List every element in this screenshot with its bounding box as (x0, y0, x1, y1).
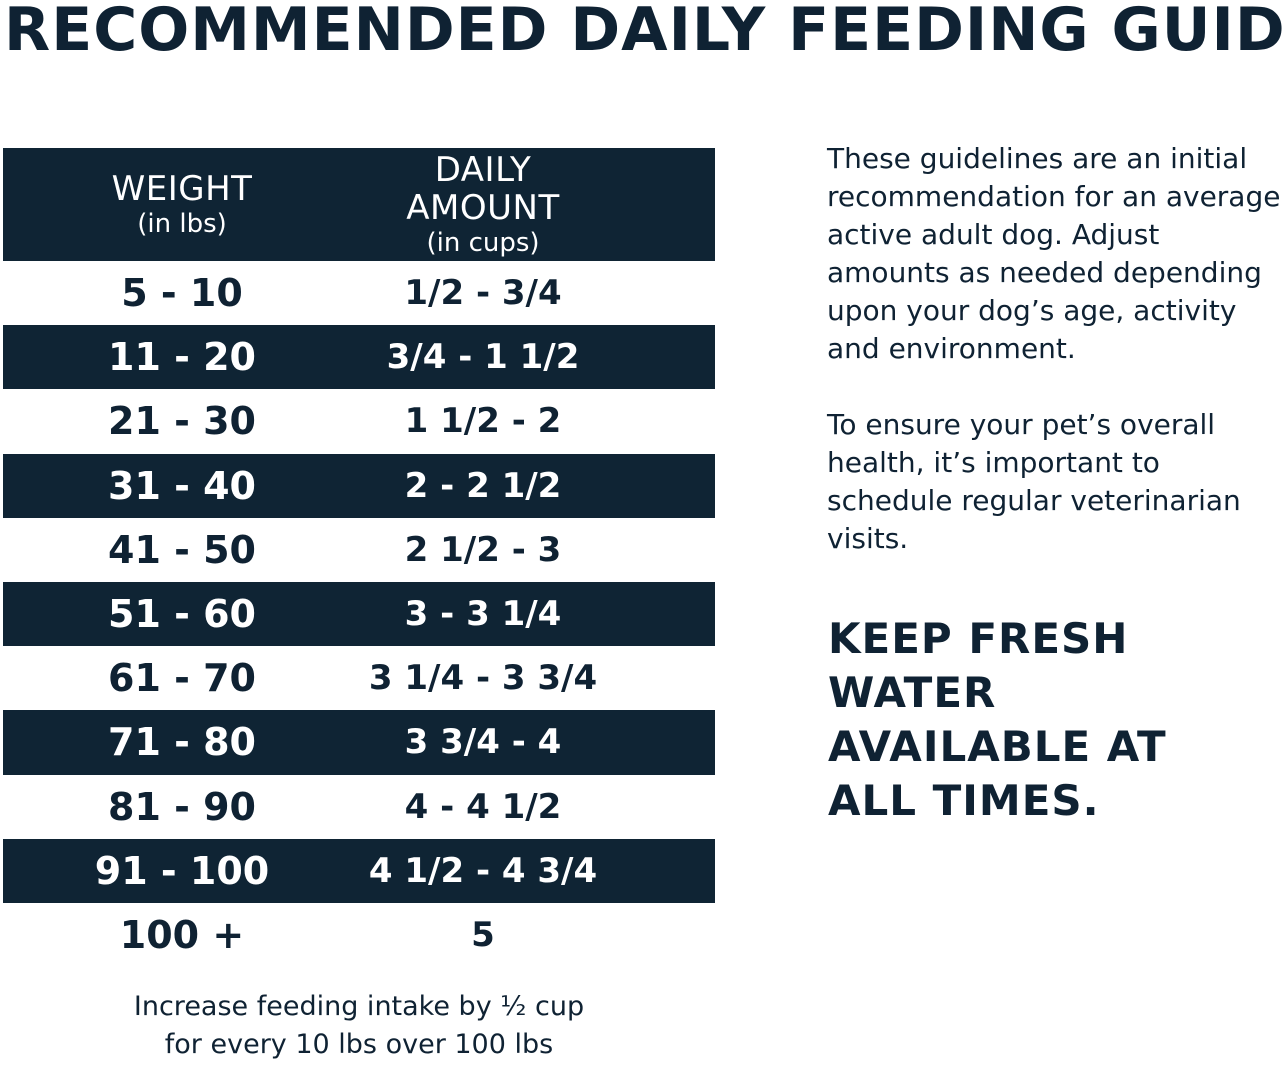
weight-header-unit: (in lbs) (137, 208, 227, 239)
amount-column-header: DAILY AMOUNT (in cups) (361, 151, 605, 259)
table-body: 5 - 10 1/2 - 3/4 11 - 20 3/4 - 1 1/2 21 - 30… (3, 261, 715, 968)
amount-cell: 5 (471, 914, 495, 955)
health-paragraph: To ensure your pet’s overall health, it’… (827, 408, 1241, 555)
amount-cell: 3 3/4 - 4 (404, 722, 562, 763)
amount-cell: 4 1/2 - 4 3/4 (368, 850, 598, 891)
weight-cell: 21 - 30 (108, 399, 256, 444)
weight-cell: 71 - 80 (108, 720, 256, 765)
amount-header-unit: (in cups) (426, 227, 540, 258)
amount-cell: 3 - 3 1/4 (404, 594, 562, 635)
guidelines-text: These guidelines are an initial recommen… (827, 140, 1288, 596)
weight-header-label: WEIGHT (111, 168, 253, 209)
amount-header-label: DAILY AMOUNT (406, 149, 560, 228)
amount-cell: 2 1/2 - 3 (404, 529, 562, 570)
weight-column-header: WEIGHT (in lbs) (3, 170, 361, 240)
table-row: 61 - 70 3 1/4 - 3 3/4 (3, 646, 715, 711)
footnote-line-1: Increase feeding intake by ½ cup (133, 991, 585, 1022)
footnote: Increase feeding intake by ½ cup for eve… (0, 988, 718, 1064)
weight-cell: 81 - 90 (108, 784, 256, 829)
page-title: RECOMMENDED DAILY FEEDING GUIDE (4, 0, 1288, 65)
weight-cell: 41 - 50 (108, 527, 256, 572)
weight-cell: 100 + (119, 912, 245, 957)
table-row: 5 - 10 1/2 - 3/4 (3, 261, 715, 326)
amount-cell: 1 1/2 - 2 (404, 401, 562, 442)
weight-cell: 51 - 60 (108, 592, 256, 637)
table-row: 51 - 60 3 - 3 1/4 (3, 581, 715, 647)
weight-cell: 5 - 10 (121, 271, 243, 316)
amount-cell: 4 - 4 1/2 (404, 786, 562, 827)
footnote-line-2: for every 10 lbs over 100 lbs (164, 1029, 554, 1060)
amount-cell: 3/4 - 1 1/2 (386, 337, 580, 378)
weight-cell: 91 - 100 (94, 848, 270, 893)
weight-cell: 61 - 70 (108, 656, 256, 701)
table-row: 71 - 80 3 3/4 - 4 (3, 710, 715, 775)
amount-cell: 2 - 2 1/2 (404, 465, 562, 506)
amount-cell: 3 1/4 - 3 3/4 (368, 658, 598, 699)
table-header: WEIGHT (in lbs) DAILY AMOUNT (in cups) (3, 148, 715, 261)
weight-cell: 31 - 40 (108, 463, 256, 508)
weight-cell: 11 - 20 (108, 335, 256, 380)
table-row: 21 - 30 1 1/2 - 2 (3, 389, 715, 454)
table-row: 91 - 100 4 1/2 - 4 3/4 (3, 838, 715, 903)
amount-cell: 1/2 - 3/4 (404, 273, 562, 314)
table-row: 81 - 90 4 - 4 1/2 (3, 774, 715, 839)
water-callout: KEEP FRESH WATER AVAILABLE AT ALL TIMES. (828, 614, 1167, 825)
table-row: 41 - 50 2 1/2 - 3 (3, 517, 715, 582)
table-row: 11 - 20 3/4 - 1 1/2 (3, 325, 715, 390)
guidelines-paragraph: These guidelines are an initial recommen… (827, 142, 1281, 365)
table-row: 31 - 40 2 - 2 1/2 (3, 453, 715, 518)
table-row: 100 + 5 (3, 902, 715, 968)
feeding-table: WEIGHT (in lbs) DAILY AMOUNT (in cups) 5… (3, 148, 715, 968)
